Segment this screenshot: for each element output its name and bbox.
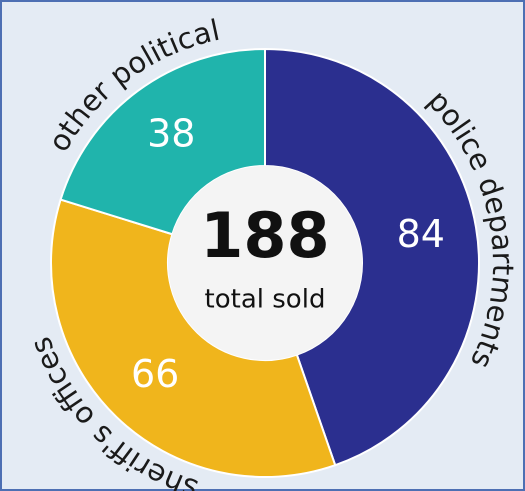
- donut-hole: [168, 166, 362, 360]
- value-label: 38: [147, 111, 195, 155]
- center-label: total sold: [205, 285, 326, 315]
- center-value: 188: [200, 199, 329, 272]
- donut-segment: [50, 198, 337, 478]
- value-label: 66: [131, 352, 179, 396]
- value-label: 84: [397, 212, 445, 256]
